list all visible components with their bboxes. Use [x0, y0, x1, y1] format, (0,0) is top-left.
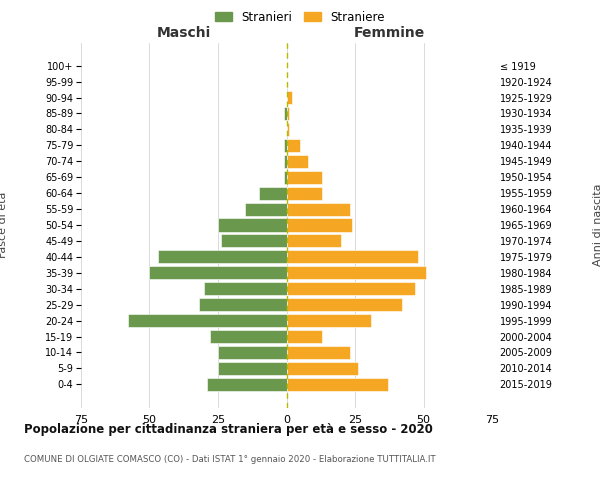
Text: COMUNE DI OLGIATE COMASCO (CO) - Dati ISTAT 1° gennaio 2020 - Elaborazione TUTTI: COMUNE DI OLGIATE COMASCO (CO) - Dati IS…: [24, 455, 436, 464]
Bar: [287, 202, 350, 215]
Bar: [199, 298, 287, 311]
Text: Popolazione per cittadinanza straniera per età e sesso - 2020: Popolazione per cittadinanza straniera p…: [24, 422, 433, 436]
Bar: [284, 154, 287, 168]
Bar: [287, 346, 350, 359]
Bar: [218, 346, 287, 359]
Bar: [284, 107, 287, 120]
Bar: [204, 282, 287, 296]
Bar: [128, 314, 287, 327]
Bar: [287, 330, 322, 343]
Bar: [287, 378, 388, 391]
Bar: [287, 314, 371, 327]
Bar: [287, 107, 289, 120]
Text: Maschi: Maschi: [157, 26, 211, 40]
Bar: [287, 123, 289, 136]
Text: Femmine: Femmine: [353, 26, 425, 40]
Bar: [287, 91, 292, 104]
Bar: [218, 218, 287, 232]
Bar: [287, 298, 401, 311]
Bar: [287, 139, 300, 152]
Bar: [287, 170, 322, 183]
Bar: [221, 234, 287, 248]
Bar: [210, 330, 287, 343]
Bar: [287, 282, 415, 296]
Bar: [287, 218, 352, 232]
Bar: [287, 154, 308, 168]
Bar: [207, 378, 287, 391]
Bar: [158, 250, 287, 264]
Text: Anni di nascita: Anni di nascita: [593, 184, 600, 266]
Bar: [149, 266, 287, 280]
Bar: [287, 266, 426, 280]
Legend: Stranieri, Straniere: Stranieri, Straniere: [211, 6, 389, 28]
Bar: [218, 362, 287, 375]
Bar: [284, 139, 287, 152]
Bar: [287, 186, 322, 200]
Bar: [245, 202, 287, 215]
Bar: [284, 170, 287, 183]
Bar: [287, 362, 358, 375]
Text: Fasce di età: Fasce di età: [0, 192, 8, 258]
Bar: [287, 234, 341, 248]
Bar: [287, 250, 418, 264]
Bar: [259, 186, 287, 200]
